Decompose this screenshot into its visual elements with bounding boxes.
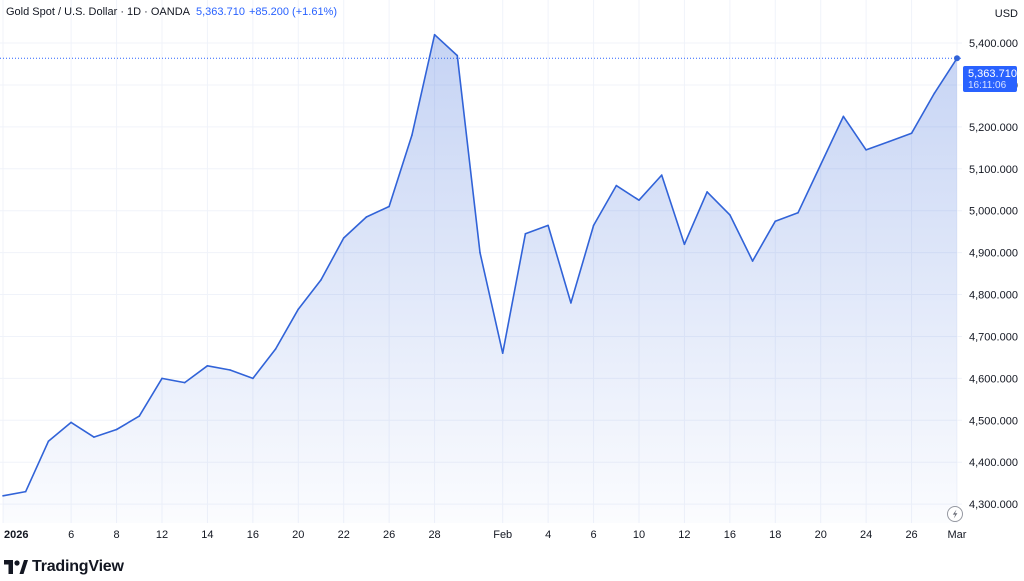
price-line-segment: [365, 205, 390, 218]
price-label-value: 5,363.710: [968, 68, 1017, 80]
price-line-segment: [342, 216, 368, 239]
x-tick-label: 24: [860, 529, 872, 541]
y-tick-label: 4,600.000: [969, 373, 1018, 385]
y-tick-label: 5,100.000: [969, 164, 1018, 176]
tradingview-logo-icon: [4, 560, 28, 574]
price-line-segment: [729, 214, 754, 262]
y-tick-label: 4,800.000: [969, 290, 1018, 302]
price-label-countdown: 16:11:06: [968, 80, 1007, 91]
x-axis: 2026 6 8 12 14 16 20 22 26 28 Feb 4 6 10 12 16 18 20 24 26 M…: [4, 529, 967, 541]
y-tick-label: 4,500.000: [969, 415, 1018, 427]
price-line-segment: [797, 163, 822, 214]
price-label-badge: 5,363.710 16:11:06: [963, 66, 1017, 92]
x-tick-label: 12: [156, 529, 168, 541]
x-tick-label: 16: [724, 529, 736, 541]
price-line-segment: [115, 415, 141, 431]
price-line-segment: [479, 251, 504, 355]
header-price: 5,363.710: [196, 6, 245, 18]
y-tick-label: 4,900.000: [969, 248, 1018, 260]
price-line-segment: [524, 224, 549, 235]
price-line-segment: [570, 224, 595, 304]
x-tick-label: 8: [114, 529, 120, 541]
x-tick-label: 10: [633, 529, 645, 541]
price-line-segment: [70, 421, 95, 438]
x-tick-label: Feb: [493, 529, 512, 541]
y-tick-label: 4,300.000: [969, 499, 1018, 511]
x-tick-label: 26: [383, 529, 395, 541]
price-points: [2, 33, 958, 497]
price-line-segment: [411, 33, 436, 137]
price-line-segment: [751, 220, 777, 262]
x-tick-label: 20: [292, 529, 304, 541]
price-line-segment: [819, 115, 845, 166]
y-axis: 4,300.000 4,400.000 4,500.000 4,600.000 4,70…: [969, 38, 1018, 511]
x-tick-label: 26: [905, 529, 917, 541]
price-line-segment: [252, 348, 277, 380]
price-line-segment: [638, 174, 663, 201]
price-line-segment: [456, 54, 481, 254]
x-tick-label: 14: [201, 529, 213, 541]
x-tick-label: 28: [428, 529, 440, 541]
price-line-segment: [274, 308, 300, 350]
brand-name: TradingView: [32, 558, 124, 575]
price-line-segment: [933, 57, 958, 95]
price-line-segment: [24, 440, 50, 493]
price-line-segment: [592, 184, 618, 227]
tradingview-brand[interactable]: TradingView: [4, 558, 124, 576]
x-tick-label: 6: [68, 529, 74, 541]
price-line-segment: [229, 369, 254, 380]
x-tick-label: 22: [338, 529, 350, 541]
price-line-segment: [888, 132, 913, 143]
auto-scale-icon[interactable]: [947, 506, 963, 522]
price-line-segment: [660, 174, 686, 246]
price-line-segment: [683, 191, 708, 246]
price-line-segment: [433, 33, 459, 57]
x-tick-label: 6: [591, 529, 597, 541]
chart-header: Gold Spot / U.S. Dollar · 1D · OANDA 5,36…: [6, 6, 337, 18]
price-line-segment: [206, 364, 231, 371]
price-area: [3, 34, 957, 523]
y-tick-label: 5,000.000: [969, 206, 1018, 218]
price-line-segment: [910, 92, 936, 134]
x-tick-label: Mar: [948, 529, 967, 541]
price-line-segment: [865, 140, 890, 151]
price-line-segment: [47, 421, 72, 443]
price-line-segment: [706, 191, 731, 216]
price-line-segment: [774, 212, 799, 222]
x-tick-label: 4: [545, 529, 551, 541]
price-line-segment: [297, 279, 322, 311]
price-line-segment: [547, 224, 572, 304]
last-price-dot: [954, 55, 960, 62]
x-tick-label: 16: [247, 529, 259, 541]
price-line-segment: [501, 233, 527, 355]
y-tick-label: 4,400.000: [969, 457, 1018, 469]
y-tick-label: 5,400.000: [969, 38, 1018, 50]
x-tick-label: 2026: [4, 529, 28, 541]
x-tick-label: 12: [678, 529, 690, 541]
price-line-segment: [161, 377, 186, 384]
price-line-segment: [615, 184, 640, 201]
price-line-segment: [183, 364, 209, 384]
x-tick-label: 20: [815, 529, 827, 541]
price-line-segment: [138, 377, 163, 417]
price-line-segment: [388, 134, 413, 208]
price-line-segment: [320, 237, 345, 281]
y-tick-label: 4,700.000: [969, 331, 1018, 343]
price-line-segment: [2, 490, 27, 497]
y-tick-label: 5,200.000: [969, 122, 1018, 134]
price-line-segment: [842, 115, 867, 151]
currency-label[interactable]: USD: [994, 8, 1018, 20]
header-change: +85.200 (+1.61%): [248, 6, 338, 18]
price-line-segment: [93, 428, 118, 438]
symbol-title: Gold Spot / U.S. Dollar · 1D · OANDA: [6, 6, 190, 18]
x-tick-label: 18: [769, 529, 781, 541]
